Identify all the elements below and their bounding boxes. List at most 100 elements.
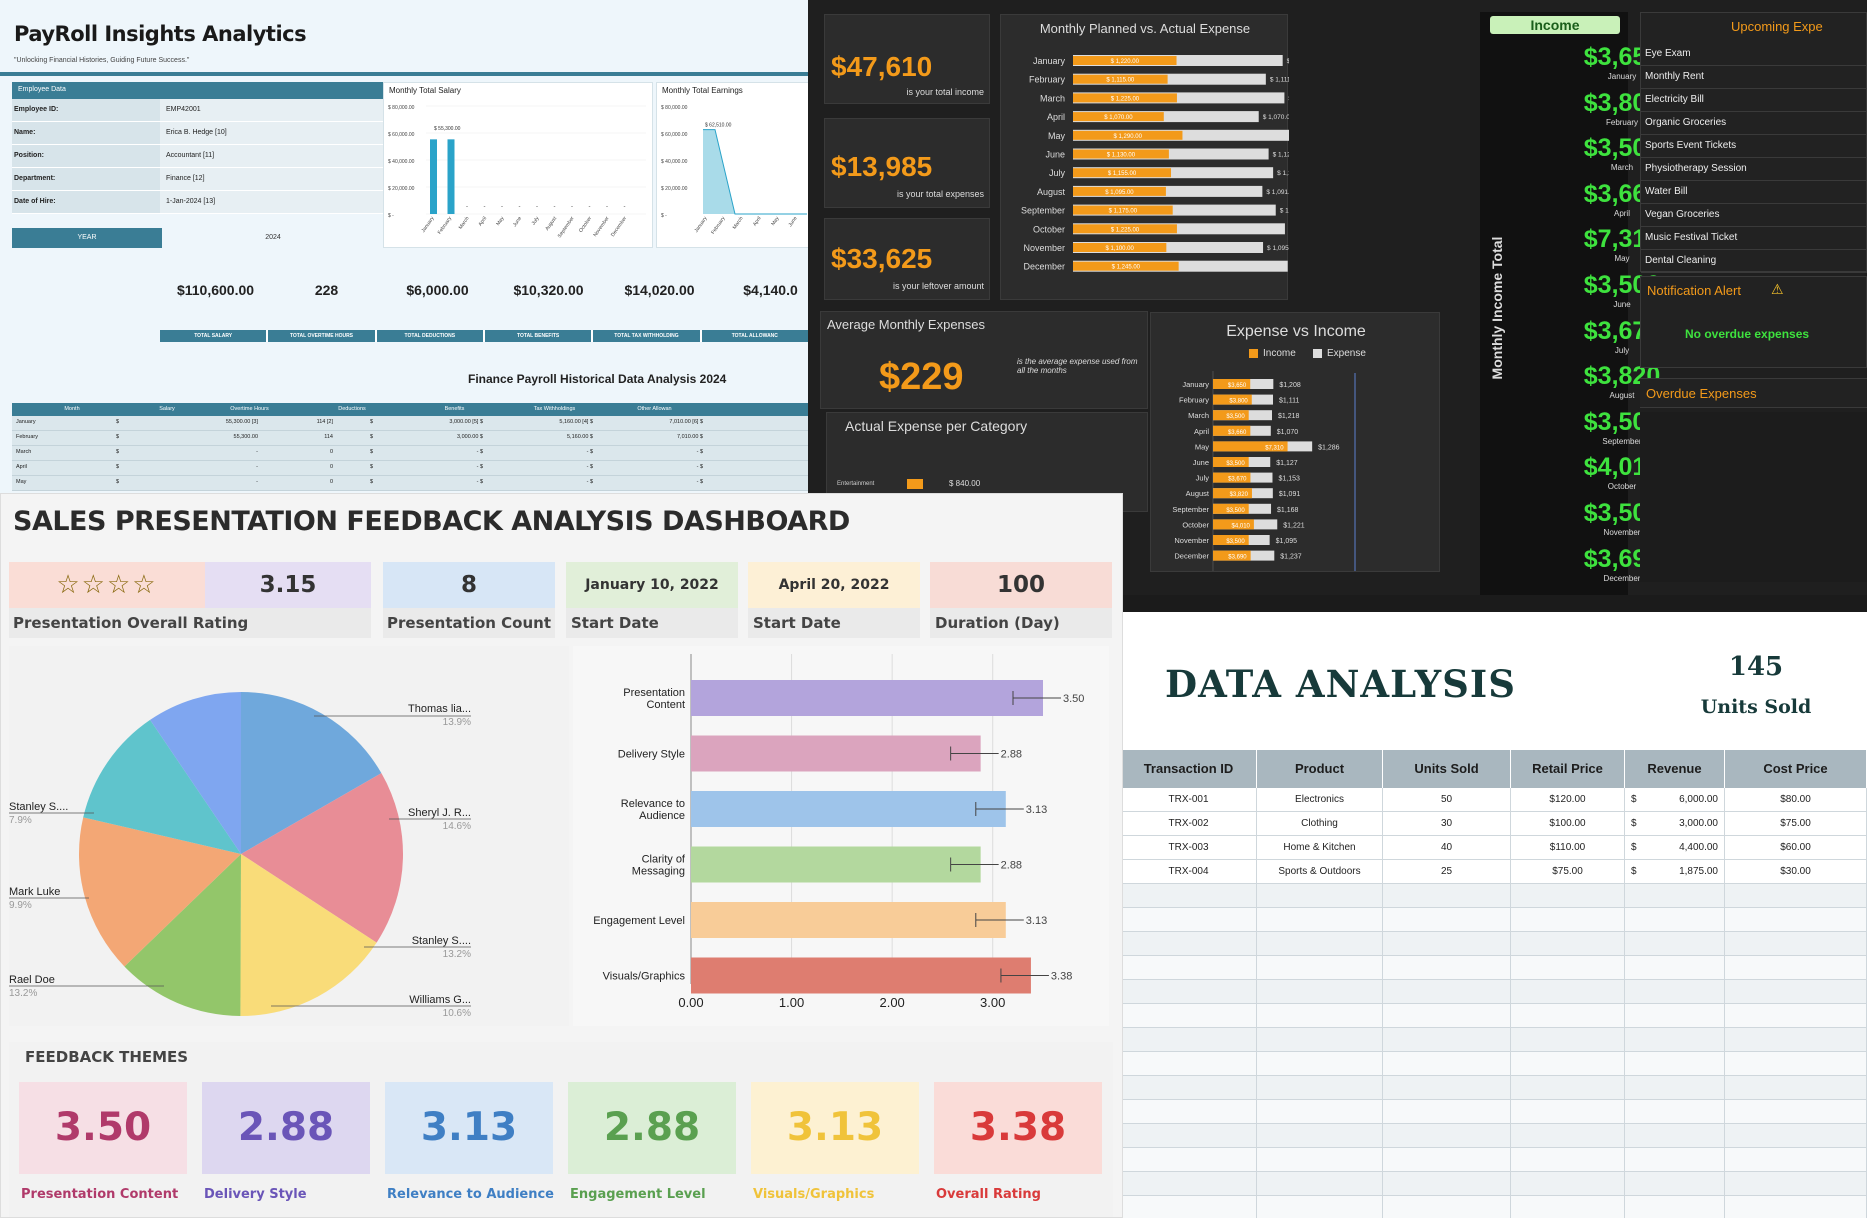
empty-cell[interactable] <box>1257 1028 1383 1051</box>
empty-cell[interactable] <box>1625 932 1725 955</box>
transaction-units[interactable]: 30 <box>1383 812 1511 835</box>
transaction-units[interactable]: 25 <box>1383 860 1511 883</box>
empty-cell[interactable] <box>1383 932 1511 955</box>
upcoming-item[interactable]: Electricity Bill <box>1641 89 1867 112</box>
upcoming-item[interactable]: Organic Groceries <box>1641 112 1867 135</box>
empty-cell[interactable] <box>1725 956 1867 979</box>
empty-cell[interactable] <box>1725 1124 1867 1147</box>
empty-cell[interactable] <box>1511 932 1625 955</box>
empty-cell[interactable] <box>1511 1100 1625 1123</box>
empty-cell[interactable] <box>1257 956 1383 979</box>
empty-cell[interactable] <box>1511 1148 1625 1171</box>
empty-cell[interactable] <box>1121 932 1257 955</box>
empty-cell[interactable] <box>1625 908 1725 931</box>
transaction-product[interactable]: Sports & Outdoors <box>1257 860 1383 883</box>
transaction-retail-price[interactable]: $120.00 <box>1511 788 1625 811</box>
bar-mark[interactable] <box>691 846 981 883</box>
empty-cell[interactable] <box>1121 1100 1257 1123</box>
transaction-units[interactable]: 40 <box>1383 836 1511 859</box>
empty-cell[interactable] <box>1625 980 1725 1003</box>
empty-cell[interactable] <box>1257 932 1383 955</box>
empty-cell[interactable] <box>1121 908 1257 931</box>
transaction-revenue[interactable]: $1,875.00 <box>1625 860 1725 883</box>
upcoming-item[interactable]: Physiotherapy Session <box>1641 158 1867 181</box>
empty-cell[interactable] <box>1625 884 1725 907</box>
transaction-id[interactable]: TRX-001 <box>1121 788 1257 811</box>
empty-cell[interactable] <box>1121 1124 1257 1147</box>
empty-cell[interactable] <box>1625 956 1725 979</box>
empty-cell[interactable] <box>1383 908 1511 931</box>
empty-cell[interactable] <box>1121 1148 1257 1171</box>
transaction-retail-price[interactable]: $100.00 <box>1511 812 1625 835</box>
empty-cell[interactable] <box>1725 1028 1867 1051</box>
empty-cell[interactable] <box>1383 980 1511 1003</box>
empty-cell[interactable] <box>1625 1172 1725 1195</box>
bar-mark[interactable] <box>691 902 1006 938</box>
pie-slice[interactable] <box>83 719 241 854</box>
empty-cell[interactable] <box>1511 1004 1625 1027</box>
upcoming-item[interactable]: Sports Event Tickets <box>1641 135 1867 158</box>
pie-slice[interactable] <box>240 854 377 1016</box>
empty-cell[interactable] <box>1725 1196 1867 1218</box>
empty-cell[interactable] <box>1257 1124 1383 1147</box>
empty-cell[interactable] <box>1725 908 1867 931</box>
empty-cell[interactable] <box>1383 1196 1511 1218</box>
transaction-revenue[interactable]: $6,000.00 <box>1625 788 1725 811</box>
empty-cell[interactable] <box>1257 980 1383 1003</box>
empty-cell[interactable] <box>1383 1148 1511 1171</box>
upcoming-item[interactable]: Monthly Rent <box>1641 66 1867 89</box>
empty-cell[interactable] <box>1511 908 1625 931</box>
transaction-id[interactable]: TRX-004 <box>1121 860 1257 883</box>
upcoming-item[interactable]: Music Festival Ticket <box>1641 227 1867 250</box>
empty-cell[interactable] <box>1511 1028 1625 1051</box>
empty-cell[interactable] <box>1625 1052 1725 1075</box>
upcoming-item[interactable]: Eye Exam <box>1641 43 1867 66</box>
employee-field-value[interactable]: Accountant [11] <box>160 145 384 167</box>
empty-cell[interactable] <box>1121 1076 1257 1099</box>
empty-cell[interactable] <box>1511 1052 1625 1075</box>
upcoming-item[interactable]: Dental Cleaning <box>1641 250 1867 273</box>
transaction-retail-price[interactable]: $75.00 <box>1511 860 1625 883</box>
empty-cell[interactable] <box>1725 1076 1867 1099</box>
empty-cell[interactable] <box>1511 1076 1625 1099</box>
empty-cell[interactable] <box>1257 1052 1383 1075</box>
empty-cell[interactable] <box>1511 1196 1625 1218</box>
empty-cell[interactable] <box>1121 884 1257 907</box>
upcoming-item[interactable]: Vegan Groceries <box>1641 204 1867 227</box>
empty-cell[interactable] <box>1625 1076 1725 1099</box>
empty-cell[interactable] <box>1257 1148 1383 1171</box>
transaction-cost-price[interactable]: $30.00 <box>1725 860 1867 883</box>
pie-slice[interactable] <box>79 817 241 967</box>
employee-field-value[interactable]: EMP42001 <box>160 99 384 121</box>
empty-cell[interactable] <box>1725 1172 1867 1195</box>
empty-cell[interactable] <box>1121 1028 1257 1051</box>
empty-cell[interactable] <box>1257 884 1383 907</box>
transaction-id[interactable]: TRX-002 <box>1121 812 1257 835</box>
empty-cell[interactable] <box>1121 1004 1257 1027</box>
empty-cell[interactable] <box>1121 956 1257 979</box>
empty-cell[interactable] <box>1383 884 1511 907</box>
pie-slice[interactable] <box>150 692 241 854</box>
empty-cell[interactable] <box>1625 1100 1725 1123</box>
transaction-cost-price[interactable]: $80.00 <box>1725 788 1867 811</box>
employee-field-value[interactable]: Finance [12] <box>160 168 384 190</box>
transaction-retail-price[interactable]: $110.00 <box>1511 836 1625 859</box>
upcoming-item[interactable]: Water Bill <box>1641 181 1867 204</box>
empty-cell[interactable] <box>1383 1052 1511 1075</box>
empty-cell[interactable] <box>1383 1172 1511 1195</box>
empty-cell[interactable] <box>1725 1004 1867 1027</box>
empty-cell[interactable] <box>1383 1004 1511 1027</box>
empty-cell[interactable] <box>1257 1172 1383 1195</box>
bar-mark[interactable] <box>691 735 981 772</box>
empty-cell[interactable] <box>1725 1052 1867 1075</box>
empty-cell[interactable] <box>1121 980 1257 1003</box>
employee-field-value[interactable]: 1-Jan-2024 [13] <box>160 191 384 213</box>
empty-cell[interactable] <box>1625 1148 1725 1171</box>
year-value[interactable]: 2024 <box>265 234 281 241</box>
bar-mark[interactable] <box>691 680 1043 716</box>
empty-cell[interactable] <box>1257 1004 1383 1027</box>
transaction-product[interactable]: Home & Kitchen <box>1257 836 1383 859</box>
empty-cell[interactable] <box>1383 1076 1511 1099</box>
employee-field-value[interactable]: Erica B. Hedge [10] <box>160 122 384 144</box>
empty-cell[interactable] <box>1625 1124 1725 1147</box>
